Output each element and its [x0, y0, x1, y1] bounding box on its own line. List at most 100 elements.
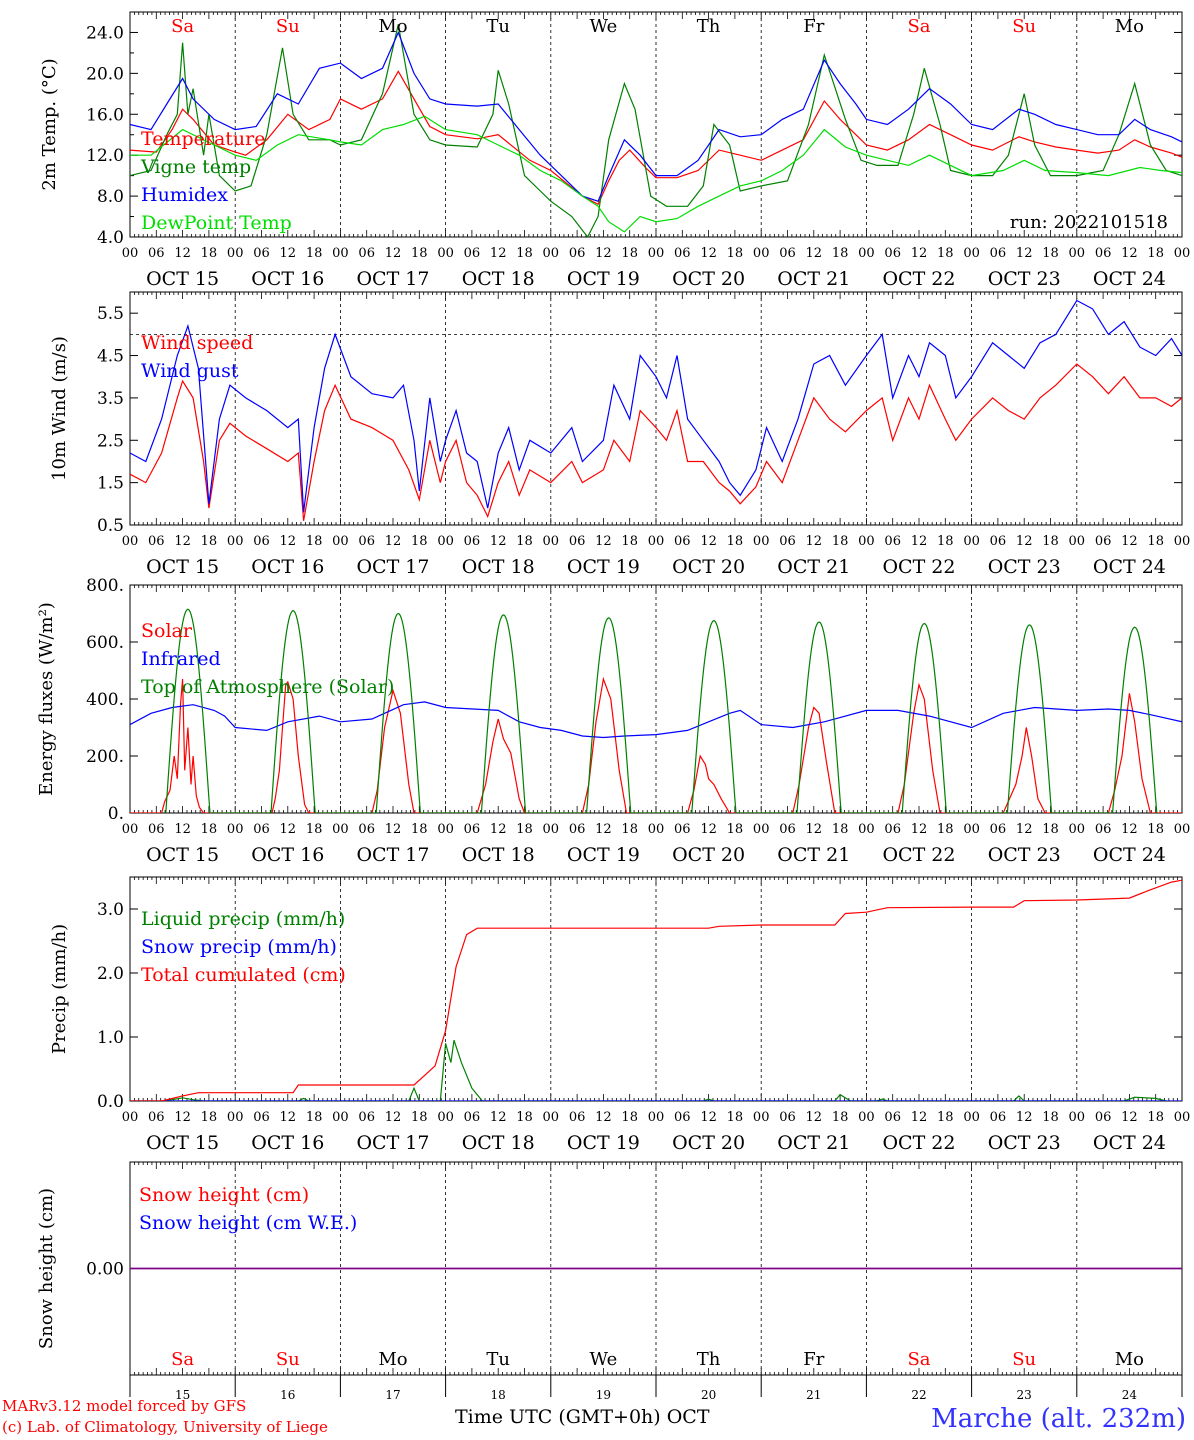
temperature-frame	[129, 11, 1183, 238]
hour-tick-label: 00	[1174, 1110, 1191, 1125]
credit-line-2: (c) Lab. of Climatology, University of L…	[2, 1418, 328, 1436]
hour-tick-label: 12	[595, 1110, 612, 1125]
day-number-label: 17	[385, 1388, 400, 1402]
date-label: OCT 17	[356, 556, 429, 578]
hour-tick-label: 00	[227, 1110, 244, 1125]
day-number-label: 16	[280, 1388, 295, 1402]
hour-tick-label: 12	[385, 1110, 402, 1125]
hour-tick-label: 12	[385, 534, 402, 549]
hour-tick-label: 18	[937, 246, 954, 261]
hour-tick-label: 06	[569, 822, 586, 837]
legend-entry: Snow height (cm)	[139, 1184, 309, 1206]
day-number-label: 15	[175, 1388, 190, 1402]
legend-entry: Wind speed	[141, 332, 253, 354]
hour-tick-label: 00	[753, 1110, 770, 1125]
hour-tick-label: 18	[516, 246, 533, 261]
day-number-label: 24	[1122, 1388, 1138, 1402]
hour-tick-label: 12	[490, 534, 507, 549]
hour-tick-label: 00	[963, 1110, 980, 1125]
hour-tick-label: 06	[148, 534, 165, 549]
hour-tick-label: 18	[832, 246, 849, 261]
hour-tick-label: 00	[332, 822, 349, 837]
hour-tick-label: 18	[1042, 246, 1059, 261]
hour-tick-label: 06	[779, 246, 796, 261]
hour-tick-label: 18	[621, 246, 638, 261]
hour-tick-label: 00	[332, 1110, 349, 1125]
hour-tick-label: 18	[621, 1110, 638, 1125]
hour-tick-label: 18	[306, 534, 323, 549]
date-label: OCT 18	[462, 556, 535, 578]
credit-line-1: MARv3.12 model forced by GFS	[2, 1397, 246, 1415]
legend-entry: Humidex	[141, 184, 228, 206]
precip-ylabel: Precip (mm/h)	[49, 924, 70, 1054]
day-number-label: 19	[596, 1388, 611, 1402]
hour-tick-label: 18	[832, 1110, 849, 1125]
legend-entry: Snow height (cm W.E.)	[139, 1212, 357, 1234]
hour-tick-label: 12	[911, 1110, 928, 1125]
temperature-series	[130, 24, 1182, 237]
hour-tick-label: 06	[569, 534, 586, 549]
hour-tick-label: 06	[779, 534, 796, 549]
hour-tick-label: 12	[595, 534, 612, 549]
precip-series	[130, 879, 1182, 1101]
precip-panel: 0.0 1.0 2.0 3.0 Precip (mm/h) Liquid precip (…	[49, 876, 1191, 1154]
hour-tick-label: 00	[543, 246, 560, 261]
legend-entry: Snow precip (mm/h)	[141, 936, 337, 958]
hour-tick-label: 00	[1069, 246, 1086, 261]
hour-tick-label: 12	[911, 822, 928, 837]
series-dewpoint-temp	[130, 115, 1182, 233]
day-name-label: Th	[697, 16, 721, 37]
hour-tick-label: 00	[437, 822, 454, 837]
date-label: OCT 20	[672, 556, 745, 578]
hour-tick-label: 18	[516, 1110, 533, 1125]
hour-tick-label: 12	[700, 246, 717, 261]
date-label: OCT 22	[882, 556, 955, 578]
hour-tick-label: 18	[937, 822, 954, 837]
y-tick-label: 2.5	[97, 431, 124, 451]
date-label: OCT 24	[1093, 556, 1166, 578]
date-label: OCT 17	[356, 268, 429, 290]
hour-tick-label: 12	[806, 822, 823, 837]
date-label: OCT 20	[672, 268, 745, 290]
hour-tick-label: 18	[411, 1110, 428, 1125]
hour-tick-label: 18	[306, 822, 323, 837]
hour-tick-label: 12	[280, 822, 297, 837]
series-wind-gust	[130, 299, 1182, 513]
hour-tick-label: 06	[674, 822, 691, 837]
day-name-label: We	[590, 1349, 618, 1370]
hour-tick-label: 12	[595, 246, 612, 261]
energy-panel: 0. 200. 400. 600. 800. Energy fluxes (W/m²) So…	[36, 576, 1190, 866]
hour-tick-label: 12	[280, 534, 297, 549]
hour-tick-label: 06	[779, 822, 796, 837]
day-number-label: 23	[1017, 1388, 1032, 1402]
hour-tick-label: 12	[490, 246, 507, 261]
date-label: OCT 23	[988, 1132, 1061, 1154]
day-name-label: Sa	[907, 16, 930, 37]
hour-tick-label: 00	[753, 534, 770, 549]
hour-tick-label: 00	[858, 246, 875, 261]
hour-tick-label: 00	[227, 822, 244, 837]
date-label: OCT 20	[672, 844, 745, 866]
day-name-label: Sa	[171, 1349, 194, 1370]
hour-tick-label: 18	[306, 1110, 323, 1125]
hour-tick-label: 06	[464, 1110, 481, 1125]
date-label: OCT 22	[882, 1132, 955, 1154]
hour-tick-label: 18	[937, 534, 954, 549]
hour-tick-label: 06	[884, 822, 901, 837]
day-name-label: Su	[276, 16, 300, 37]
hour-tick-label: 18	[937, 1110, 954, 1125]
hour-tick-label: 00	[543, 822, 560, 837]
day-name-label: Mo	[378, 1349, 407, 1370]
hour-tick-label: 06	[464, 534, 481, 549]
legend-entry: Temperature	[141, 128, 265, 150]
hour-tick-label: 18	[1147, 246, 1164, 261]
date-label: OCT 19	[567, 268, 640, 290]
hour-tick-label: 06	[990, 246, 1007, 261]
date-label: OCT 15	[146, 268, 219, 290]
xaxis-title: Time UTC (GMT+0h) OCT	[455, 1406, 710, 1428]
hour-tick-label: 18	[727, 822, 744, 837]
hour-tick-label: 00	[753, 822, 770, 837]
date-label: OCT 17	[356, 1132, 429, 1154]
hour-tick-label: 18	[832, 534, 849, 549]
